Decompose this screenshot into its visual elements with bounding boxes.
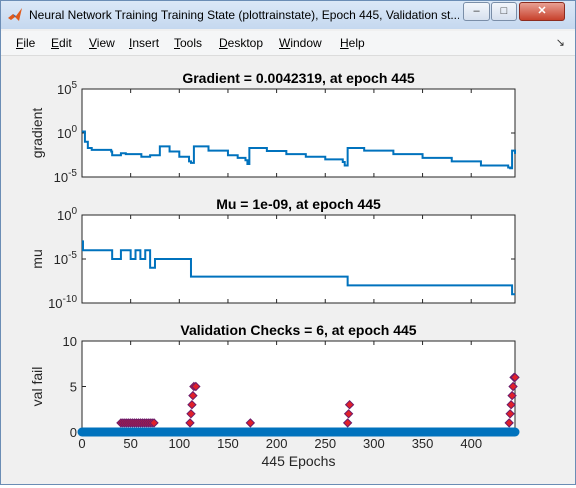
plot2-ytick-label: 10-10 (48, 294, 77, 311)
plot3-point (188, 390, 198, 401)
plot3-point (506, 399, 516, 410)
plot3-xtick-label: 200 (266, 436, 288, 451)
plot3-xtick-label: 100 (168, 436, 190, 451)
plot3-point (191, 381, 201, 392)
menu-bar: File Edit View Insert Tools Desktop Wind… (1, 31, 575, 56)
menu-insert[interactable]: Insert (129, 36, 160, 50)
menu-desktop[interactable]: Desktop (219, 36, 264, 50)
figure-canvas: 10-5 100 105 Gradient = 0.0042319, at epoch… (2, 56, 574, 483)
plot3-point (149, 418, 159, 428)
plot3-xtick-label: 0 (78, 436, 85, 451)
window-title: Neural Network Training Training State (… (29, 8, 459, 22)
plot3-point (504, 418, 514, 428)
plot3-point (342, 418, 353, 428)
plot3-point (185, 428, 194, 436)
plot3-point (346, 428, 355, 436)
plot1-ylabel: gradient (29, 108, 45, 159)
plot2-title: Mu = 1e-09, at epoch 445 (216, 196, 381, 212)
plot3-point (508, 381, 518, 392)
plot2-axes (81, 214, 516, 304)
plot3-point (187, 399, 197, 410)
plot3-xtick-label: 300 (363, 436, 385, 451)
plot3-point (344, 399, 355, 410)
menu-edit[interactable]: Edit (51, 36, 72, 50)
plot1-ytick-label: 100 (57, 124, 77, 141)
menu-help[interactable]: Help (340, 36, 365, 50)
plot2-ytick-label: 100 (57, 206, 77, 223)
minimize-button[interactable]: – (463, 2, 490, 21)
plot3-xtick-label: 250 (314, 436, 336, 451)
plot3-axes (81, 340, 516, 433)
plot2-series-line (81, 240, 515, 296)
menu-file[interactable]: File (16, 36, 36, 50)
plot3-xtick-label: 150 (217, 436, 239, 451)
plot1-ytick-label: 105 (57, 80, 77, 97)
menu-tools[interactable]: Tools (174, 36, 203, 50)
plot1-series-line (82, 130, 516, 170)
plot1-ytick-label: 10-5 (54, 168, 78, 185)
plot3-ytick-label: 0 (70, 425, 77, 440)
plot3-xlabel: 445 Epochs (262, 453, 336, 469)
plot3-point (507, 390, 517, 401)
dock-arrow-icon[interactable]: ↘ (555, 37, 565, 49)
plot3-xtick-label: 50 (123, 436, 137, 451)
plot3-point (343, 409, 354, 419)
plot1-axes (81, 88, 516, 178)
plot3-point (245, 428, 254, 436)
plot3-point (185, 418, 195, 428)
plot3-ytick-label: 5 (70, 380, 77, 395)
plot3-xtick-label: 350 (412, 436, 434, 451)
plot3-ytick-label: 10 (63, 334, 77, 349)
plot3-xtick-label: 400 (460, 436, 482, 451)
plot2-ylabel: mu (29, 249, 45, 268)
plot3-point (245, 418, 256, 428)
plot3-point (510, 372, 520, 383)
matlab-icon (8, 8, 22, 21)
plot3-ylabel: val fail (29, 367, 45, 407)
maximize-button[interactable]: □ (491, 2, 517, 21)
close-button[interactable]: ✕ (519, 2, 565, 21)
menu-view[interactable]: View (89, 36, 115, 50)
title-bar[interactable]: Neural Network Training Training State (… (1, 1, 575, 29)
menu-window[interactable]: Window (279, 36, 322, 50)
plot3-point (190, 428, 199, 436)
plot3-point (186, 409, 196, 419)
plot3-title: Validation Checks = 6, at epoch 445 (180, 322, 416, 338)
plot3-point (505, 409, 515, 419)
plot2-ytick-label: 10-5 (54, 250, 78, 267)
plot1-title: Gradient = 0.0042319, at epoch 445 (182, 70, 415, 86)
